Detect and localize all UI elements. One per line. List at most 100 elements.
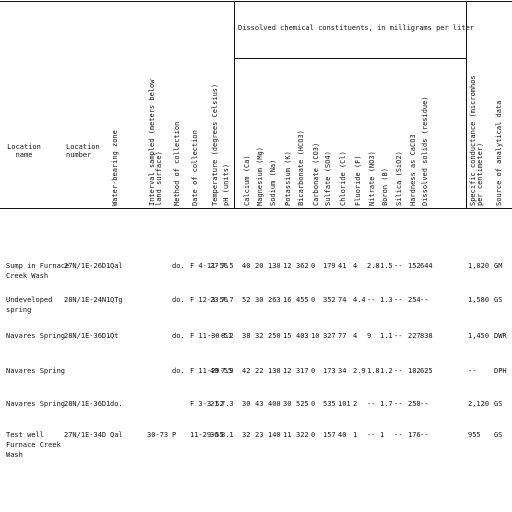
location-number-cell: 27N/1E-26D1	[64, 262, 111, 270]
table-cell: 0	[311, 296, 316, 304]
table-cell: do.	[172, 332, 185, 340]
table-cell: GS	[494, 400, 503, 408]
table-cell: 74	[338, 296, 347, 304]
table-cell: 40	[242, 262, 251, 270]
column-header-date-of-collection: Date of collection	[191, 130, 199, 206]
table-cell: 7.5	[221, 262, 234, 270]
table-cell: 52	[242, 296, 251, 304]
group-left-rule	[234, 1, 235, 208]
table-cell: --	[394, 367, 403, 375]
table-cell: 8.2	[221, 332, 234, 340]
table-cell: do.	[110, 400, 123, 408]
table-cell: 130	[268, 262, 281, 270]
table-cell: 2.9	[353, 367, 366, 375]
table-cell: QTg	[110, 296, 123, 304]
table-cell: F 12-3-56	[190, 296, 228, 304]
column-header-dissolved-solids-residue: Dissolved solids (residue)	[421, 96, 429, 206]
location-number-cell: 28N/1E-36D1	[64, 332, 111, 340]
table-cell: 11-29-55	[190, 431, 224, 439]
table-cell: 21	[210, 400, 219, 408]
column-header-method-of-collection: Method of collection	[173, 121, 181, 206]
column-header-water-bearing-zone: Water-bearing zone	[111, 130, 119, 206]
column-header-nitrate-no3: Nitrate (NO3)	[368, 151, 376, 206]
column-header-boron-b: Boron (B)	[381, 168, 389, 206]
location-number-cell: 28N/1E-36D1	[64, 400, 111, 408]
table-cell: 1,580	[468, 296, 490, 304]
table-cell: 317	[296, 367, 309, 375]
column-header-specific-conductance-micromhos-per-centimeter: Specific conductance (micromhos per cent…	[469, 75, 484, 206]
table-cell: --	[367, 431, 376, 439]
table-cell: 4	[353, 332, 358, 340]
table-cell: 322	[296, 431, 309, 439]
table-cell: 525	[296, 400, 309, 408]
column-header-sodium-na: Sodium (Na)	[269, 159, 277, 206]
table-cell: 4.4	[353, 296, 366, 304]
column-header-source-of-analytical-data: Source of analytical data	[495, 100, 503, 206]
table-cell: 20	[255, 262, 264, 270]
table-cell: F 11-29-55	[190, 367, 233, 375]
location-number-cell: 28N/1E-24N1	[64, 296, 111, 304]
table-cell: 1	[380, 431, 385, 439]
table-cell: --	[420, 296, 429, 304]
table-cell: 0	[311, 367, 316, 375]
table-cell: 152	[408, 262, 421, 270]
column-header-ph-units: pH (units)	[222, 163, 230, 206]
table-cell: 10	[311, 332, 320, 340]
table-cell: GM	[494, 262, 503, 270]
location-name-cell: Navares Spring	[6, 332, 66, 340]
table-cell: 7.3	[221, 400, 234, 408]
column-header-temperature-degrees-celsius: Temperature (degrees Celsius)	[211, 83, 219, 206]
table-cell: do.	[172, 262, 185, 270]
table-cell: --	[210, 332, 219, 340]
table-cell: 0	[311, 400, 316, 408]
table-cell: 40	[210, 367, 219, 375]
group-title: Dissolved chemical constituents, in mill…	[238, 24, 475, 32]
table-cell: 12	[283, 367, 292, 375]
table-cell: 22	[255, 367, 264, 375]
table-cell: 2	[353, 400, 358, 408]
table-cell: Qal	[110, 262, 123, 270]
table-cell: 140	[268, 431, 281, 439]
table-cell: 173	[323, 367, 336, 375]
table-cell: 254	[408, 296, 421, 304]
table-cell: 23	[255, 431, 264, 439]
table-cell: 4	[353, 262, 358, 270]
table-cell: --	[420, 431, 429, 439]
table-cell: F 3-3-52	[190, 400, 224, 408]
table-cell: 157	[323, 431, 336, 439]
table-cell: do.	[172, 296, 185, 304]
table-cell: 1.3	[380, 296, 393, 304]
table-cell: 7.9	[221, 367, 234, 375]
table-cell: 535	[323, 400, 336, 408]
location-name-header: Location name	[7, 143, 41, 159]
table-cell: 2,120	[468, 400, 490, 408]
table-cell: 403	[296, 332, 309, 340]
table-cell: 625	[420, 367, 433, 375]
table-cell: 2.8	[367, 262, 380, 270]
column-header-carbonate-co3: Carbonate (CO3)	[312, 142, 320, 206]
table-cell: F 4-11-56	[190, 262, 228, 270]
location-name-cell: Wash	[6, 451, 23, 459]
table-cell: 644	[420, 262, 433, 270]
location-name-cell: Furnace Creek	[6, 441, 61, 449]
group-header-rule	[234, 58, 466, 59]
table-cell: 30-73	[147, 431, 169, 439]
location-name-cell: Test well	[6, 431, 44, 439]
table-cell: 455	[296, 296, 309, 304]
table-cell: 0	[311, 431, 316, 439]
column-header-calcium-ca: Calcium (Ca)	[243, 155, 251, 206]
table-cell: 41	[338, 262, 347, 270]
table-cell: 30	[255, 296, 264, 304]
table-cell: --	[394, 400, 403, 408]
table-cell: 42	[242, 367, 251, 375]
table-cell: 1,020	[468, 262, 490, 270]
column-header-interval-sampled-meters-below-land-surface: Interval sampled (meters below land surf…	[148, 79, 163, 206]
table-cell: 227	[408, 332, 421, 340]
table-cell: DPH	[494, 367, 507, 375]
table-cell: 1.8	[367, 367, 380, 375]
column-header-magnesium-mg: Magnesium (Mg)	[256, 146, 264, 206]
table-cell: GS	[494, 431, 503, 439]
table-cell: --	[367, 296, 376, 304]
table-cell: 77	[338, 332, 347, 340]
table-cell: --	[420, 400, 429, 408]
